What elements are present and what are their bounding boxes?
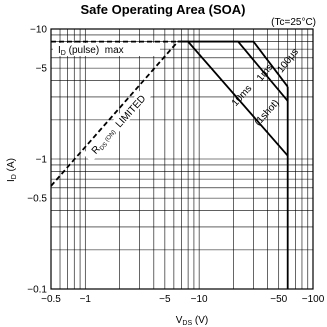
- grid-lines: [51, 29, 313, 289]
- plot-area-frame: [50, 28, 314, 290]
- x-tick-label: −10: [191, 294, 208, 305]
- series-10ms: [177, 40, 289, 157]
- pulse-max-label-bg: [53, 43, 160, 56]
- pulse-max-label: ID (pulse) max: [58, 45, 124, 57]
- series-rds-on-limited: [50, 41, 179, 187]
- y-tick-labels: −10 −5 −1 −0.5 −0.1: [27, 25, 47, 296]
- x-tick-label: −50: [270, 294, 287, 305]
- label-100us: 100μs: [275, 47, 301, 75]
- x-tick-label: −0.5: [41, 294, 61, 305]
- y-tick-label: −0.5: [27, 194, 47, 205]
- series-lines: [50, 40, 289, 289]
- series-1ms: [177, 40, 289, 102]
- y-tick-label: −5: [36, 64, 48, 75]
- x-tick-labels: −0.5 −1 −5 −10 −50 −100: [41, 294, 325, 305]
- label-1shot: (1shot): [253, 98, 282, 128]
- y-tick-label: −10: [30, 25, 47, 36]
- x-axis-label: VDS (V): [176, 315, 209, 327]
- x-tick-label: −5: [159, 294, 171, 305]
- chart-condition: (Tc=25°C): [271, 17, 316, 28]
- y-axis-label: ID (A): [6, 158, 18, 182]
- y-tick-label: −0.1: [27, 285, 47, 296]
- chart-title: Safe Operating Area (SOA): [81, 2, 246, 17]
- x-tick-label: −100: [302, 294, 325, 305]
- rds-label-bg: [82, 87, 152, 163]
- x-tick-label: −1: [80, 294, 92, 305]
- y-tick-label: −1: [36, 155, 48, 166]
